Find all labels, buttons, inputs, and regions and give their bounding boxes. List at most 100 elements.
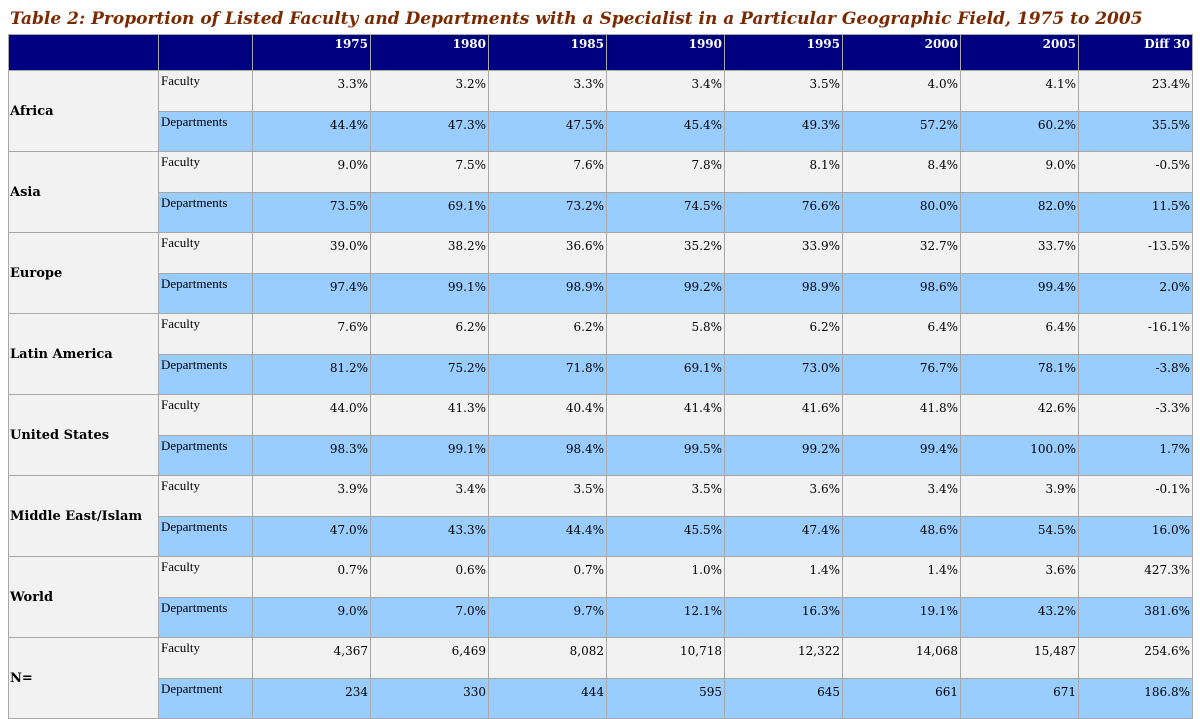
value-cell: 32.7% [842,232,961,274]
value-cell: 47.5% [488,111,607,152]
department-row: Departments 73.5% 69.1% 73.2% 74.5% 76.6% 80.0… [9,192,1193,233]
value-cell: 1.4% [724,556,843,598]
header-cell-2000: 2000 [842,34,961,71]
value-cell: 0.6% [370,556,489,598]
header-row: 1975 1980 1985 1990 1995 2000 2005 Diff … [8,34,1193,71]
value-cell: 98.3% [252,435,371,476]
value-cell: 186.8% [1078,678,1193,719]
department-row: Departments 97.4% 99.1% 98.9% 99.2% 98.9% 98.6… [9,273,1193,314]
value-cell: 1.4% [842,556,961,598]
value-cell: 43.2% [960,597,1079,638]
value-cell: 74.5% [606,192,725,233]
value-cell: 8,082 [488,637,607,679]
value-cell: 15,487 [960,637,1079,679]
value-cell: 36.6% [488,232,607,274]
value-cell: 6.2% [488,313,607,355]
value-cell: 0.7% [488,556,607,598]
row-type-label: Departments [158,435,253,476]
region-label: Latin America [8,313,159,395]
value-cell: 671 [960,678,1079,719]
value-cell: 4.1% [960,70,1079,112]
value-cell: 427.3% [1078,556,1193,598]
row-type-label: Faculty [158,70,253,112]
value-cell: 35.5% [1078,111,1193,152]
value-cell: 45.4% [606,111,725,152]
faculty-row: Africa Faculty 3.3% 3.2% 3.3% 3.4% 3.5% 4.0% 4.1… [8,70,1193,152]
value-cell: -3.8% [1078,354,1193,395]
value-cell: 100.0% [960,435,1079,476]
value-cell: 47.0% [252,516,371,557]
row-type-label: Faculty [158,556,253,598]
value-cell: 254.6% [1078,637,1193,679]
row-type-label: Departments [158,111,253,152]
value-cell: 60.2% [960,111,1079,152]
value-cell: 8.4% [842,151,961,193]
value-cell: 99.2% [606,273,725,314]
value-cell: 4,367 [252,637,371,679]
header-cell-1995: 1995 [724,34,843,71]
value-cell: 99.4% [960,273,1079,314]
value-cell: -0.1% [1078,475,1193,517]
value-cell: 54.5% [960,516,1079,557]
header-cell [8,34,159,71]
row-type-label: Departments [158,597,253,638]
value-cell: 98.9% [488,273,607,314]
faculty-row: Latin America Faculty 7.6% 6.2% 6.2% 5.8% 6.2%… [8,313,1193,395]
value-cell: 7.6% [488,151,607,193]
value-cell: 45.5% [606,516,725,557]
value-cell: 39.0% [252,232,371,274]
value-cell: 3.3% [488,70,607,112]
value-cell: 3.5% [488,475,607,517]
value-cell: 98.6% [842,273,961,314]
value-cell: 5.8% [606,313,725,355]
value-cell: 44.4% [252,111,371,152]
value-cell: 3.4% [370,475,489,517]
header-cell-1975: 1975 [252,34,371,71]
value-cell: 6.2% [370,313,489,355]
value-cell: 330 [370,678,489,719]
header-cell-1980: 1980 [370,34,489,71]
value-cell: 98.9% [724,273,843,314]
value-cell: -13.5% [1078,232,1193,274]
value-cell: 23.4% [1078,70,1193,112]
value-cell: 6,469 [370,637,489,679]
value-cell: 38.2% [370,232,489,274]
value-cell: 43.3% [370,516,489,557]
table-body: Africa Faculty 3.3% 3.2% 3.3% 3.4% 3.5% 4.0% 4.1… [8,70,1193,719]
value-cell: 73.5% [252,192,371,233]
value-cell: 44.0% [252,394,371,436]
value-cell: 3.4% [606,70,725,112]
department-row: Departments 81.2% 75.2% 71.8% 69.1% 73.0% 76.7… [9,354,1193,395]
value-cell: 6.2% [724,313,843,355]
row-type-label: Faculty [158,637,253,679]
faculty-row: Europe Faculty 39.0% 38.2% 36.6% 35.2% 33.9% 32… [8,232,1193,314]
value-cell: 1.0% [606,556,725,598]
faculty-row: World Faculty 0.7% 0.6% 0.7% 1.0% 1.4% 1.4% 3.6%… [8,556,1193,638]
value-cell: 41.8% [842,394,961,436]
value-cell: 234 [252,678,371,719]
value-cell: -16.1% [1078,313,1193,355]
header-cell-1990: 1990 [606,34,725,71]
value-cell: 3.6% [724,475,843,517]
value-cell: 7.6% [252,313,371,355]
value-cell: 7.5% [370,151,489,193]
value-cell: 4.0% [842,70,961,112]
value-cell: 44.4% [488,516,607,557]
value-cell: 42.6% [960,394,1079,436]
value-cell: -0.5% [1078,151,1193,193]
row-type-label: Departments [158,273,253,314]
row-type-label: Faculty [158,394,253,436]
value-cell: 2.0% [1078,273,1193,314]
value-cell: 14,068 [842,637,961,679]
region-label: Africa [8,70,159,152]
value-cell: 3.2% [370,70,489,112]
value-cell: 41.6% [724,394,843,436]
row-type-label: Departments [158,354,253,395]
department-row: Department 234 330 444 595 645 661 671 186.8% [9,678,1193,719]
value-cell: 16.0% [1078,516,1193,557]
value-cell: 3.9% [960,475,1079,517]
value-cell: 98.4% [488,435,607,476]
value-cell: 3.3% [252,70,371,112]
value-cell: 3.9% [252,475,371,517]
value-cell: 99.2% [724,435,843,476]
